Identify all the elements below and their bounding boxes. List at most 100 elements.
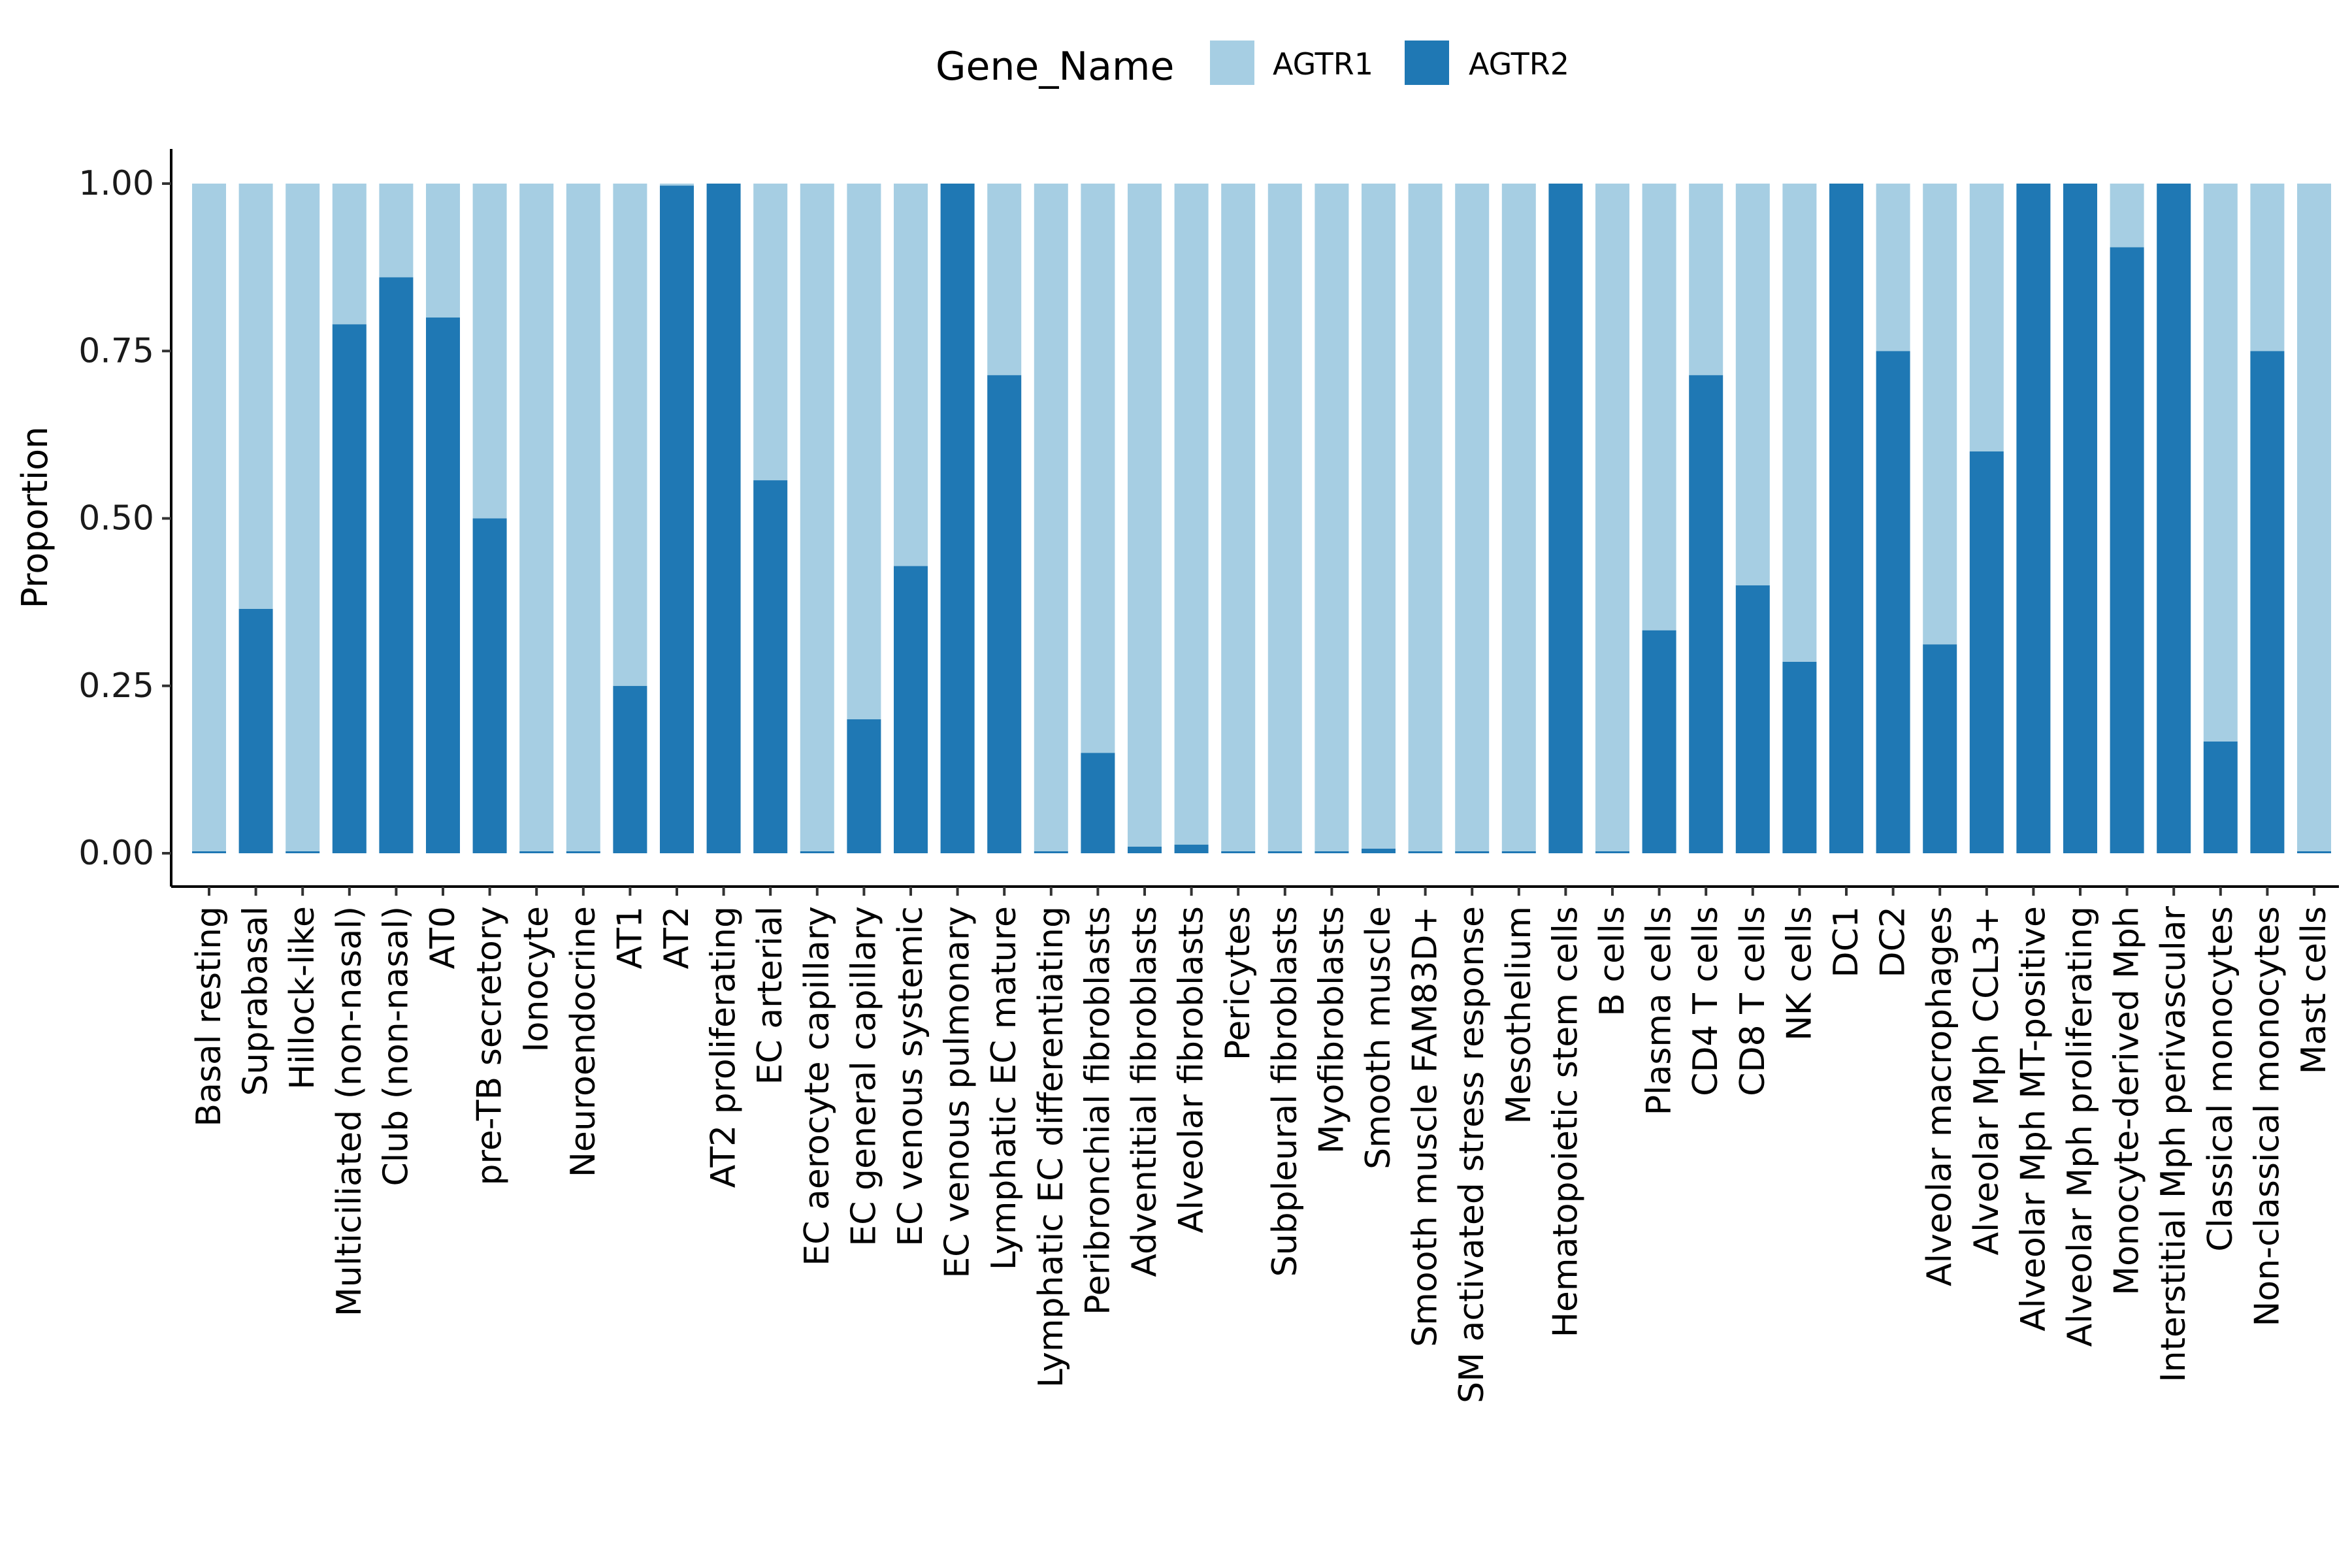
bar-agtr1 [379,184,414,278]
bar-agtr1 [1408,184,1443,851]
bar-agtr1 [1689,184,1723,376]
bar-agtr2 [1315,851,1349,853]
x-tick-label: Subpleural fibroblasts [1266,906,1305,1277]
x-tick-label: Suprabasal [237,906,276,1096]
x-tick-label: Smooth muscle FAM83D+ [1406,906,1445,1347]
y-tick-label: 0.50 [78,499,154,538]
bar-agtr1 [660,184,694,186]
x-tick-label: Lymphatic EC mature [985,906,1024,1270]
bar-agtr2 [940,184,975,853]
x-tick-label: Alveolar fibroblasts [1172,906,1211,1233]
x-tick-label: Mast cells [2295,906,2334,1074]
bar-agtr1 [1642,184,1676,630]
bar-agtr1 [1595,184,1629,851]
bar-agtr2 [426,318,460,853]
bar-agtr2 [2016,184,2051,853]
legend-label-agtr2: AGTR2 [1469,46,1569,82]
bar-agtr2 [1923,644,1957,853]
x-tick-label: CD4 T cells [1686,906,1725,1096]
x-tick-label: AT1 [610,906,649,969]
bar-agtr1 [2250,184,2285,351]
x-tick-label: Non-classical monocytes [2247,906,2287,1326]
x-tick-label: Peribronchial fibroblasts [1078,906,1117,1315]
x-tick-label: Alveolar macrophages [1920,906,1959,1286]
x-tick-label: EC general capillary [844,906,883,1247]
bar-agtr1 [1267,184,1302,851]
bar-agtr1 [753,184,788,481]
x-axis-labels: Basal resting Suprabasal Hillock-like Multi… [189,887,2334,1403]
bar-agtr2 [2063,184,2097,853]
x-tick-label: EC aerocyte capillary [798,906,837,1266]
bar-agtr1 [847,184,881,719]
bar-agtr1 [987,184,1022,376]
bar-agtr1 [192,184,226,851]
bar-agtr1 [286,184,320,851]
x-tick-label: Neuroendocrine [564,906,603,1177]
bar-agtr2 [894,566,928,853]
bar-agtr1 [1455,184,1490,851]
bar-agtr1 [426,184,460,318]
bar-agtr1 [1081,184,1115,753]
bar-agtr2 [2250,351,2285,853]
bar-agtr2 [1081,753,1115,853]
bar-agtr1 [566,184,600,851]
bar-agtr2 [1876,351,1910,853]
legend-title: Gene_Name [936,44,1174,90]
x-tick-label: pre-TB secretory [470,906,510,1185]
bar-agtr2 [1829,184,1863,853]
y-tick-label: 0.00 [78,834,154,873]
bar-agtr2 [2157,184,2191,853]
bar-agtr1 [1128,184,1162,847]
bar-agtr1 [519,184,554,851]
bar-agtr2 [332,324,367,853]
y-axis-ticks: 0.00 0.25 0.50 0.75 1.00 [78,164,171,873]
x-tick-label: Alveolar Mph MT-positive [2014,906,2053,1331]
bar-agtr1 [2203,184,2238,742]
bar-agtr2 [1362,848,1396,853]
bar-agtr2 [238,608,273,853]
bar-agtr2 [1689,375,1723,853]
x-tick-label: Interstitial Mph perivascular [2154,906,2193,1382]
bar-agtr2 [1501,851,1536,853]
bar-agtr2 [800,851,834,853]
bar-agtr1 [1969,184,2004,451]
y-tick-label: 0.75 [78,331,154,370]
bar-agtr1 [894,184,928,566]
bar-agtr2 [753,480,788,853]
bar-agtr2 [566,851,600,853]
bar-agtr1 [1221,184,1256,851]
bar-agtr1 [1315,184,1349,851]
x-tick-label: Alveolar Mph proliferating [2061,906,2100,1347]
bar-agtr2 [1969,451,2004,853]
bar-agtr2 [2297,851,2331,853]
bar-agtr2 [847,719,881,853]
bar-agtr2 [2203,741,2238,853]
legend-swatch-agtr2 [1405,41,1449,85]
bar-agtr2 [1548,184,1583,853]
x-tick-label: Myofibroblasts [1312,906,1351,1154]
bar-agtr2 [286,851,320,853]
bar-agtr2 [987,375,1022,853]
x-tick-label: B cells [1593,906,1632,1017]
x-tick-label: Multiciliated (non-nasal) [330,906,369,1316]
bar-agtr1 [1735,184,1770,585]
y-tick-label: 1.00 [78,164,154,203]
x-tick-label: Basal resting [189,906,229,1127]
bar-agtr1 [1876,184,1910,351]
legend-label-agtr1: AGTR1 [1273,46,1373,82]
bar-group [192,184,2331,853]
bar-agtr2 [1267,851,1302,853]
bar-agtr2 [1034,851,1068,853]
bar-agtr2 [1782,661,1817,853]
x-tick-label: Pericytes [1218,906,1258,1060]
x-tick-label: DC1 [1827,906,1866,977]
x-tick-label: Classical monocytes [2201,906,2240,1252]
x-tick-label: DC2 [1874,906,1913,977]
bar-agtr2 [706,184,741,853]
x-tick-label: Mesothelium [1499,906,1539,1124]
bar-agtr1 [1174,184,1209,845]
bar-agtr2 [472,518,507,853]
bar-agtr2 [1735,585,1770,853]
bar-agtr2 [519,851,554,853]
